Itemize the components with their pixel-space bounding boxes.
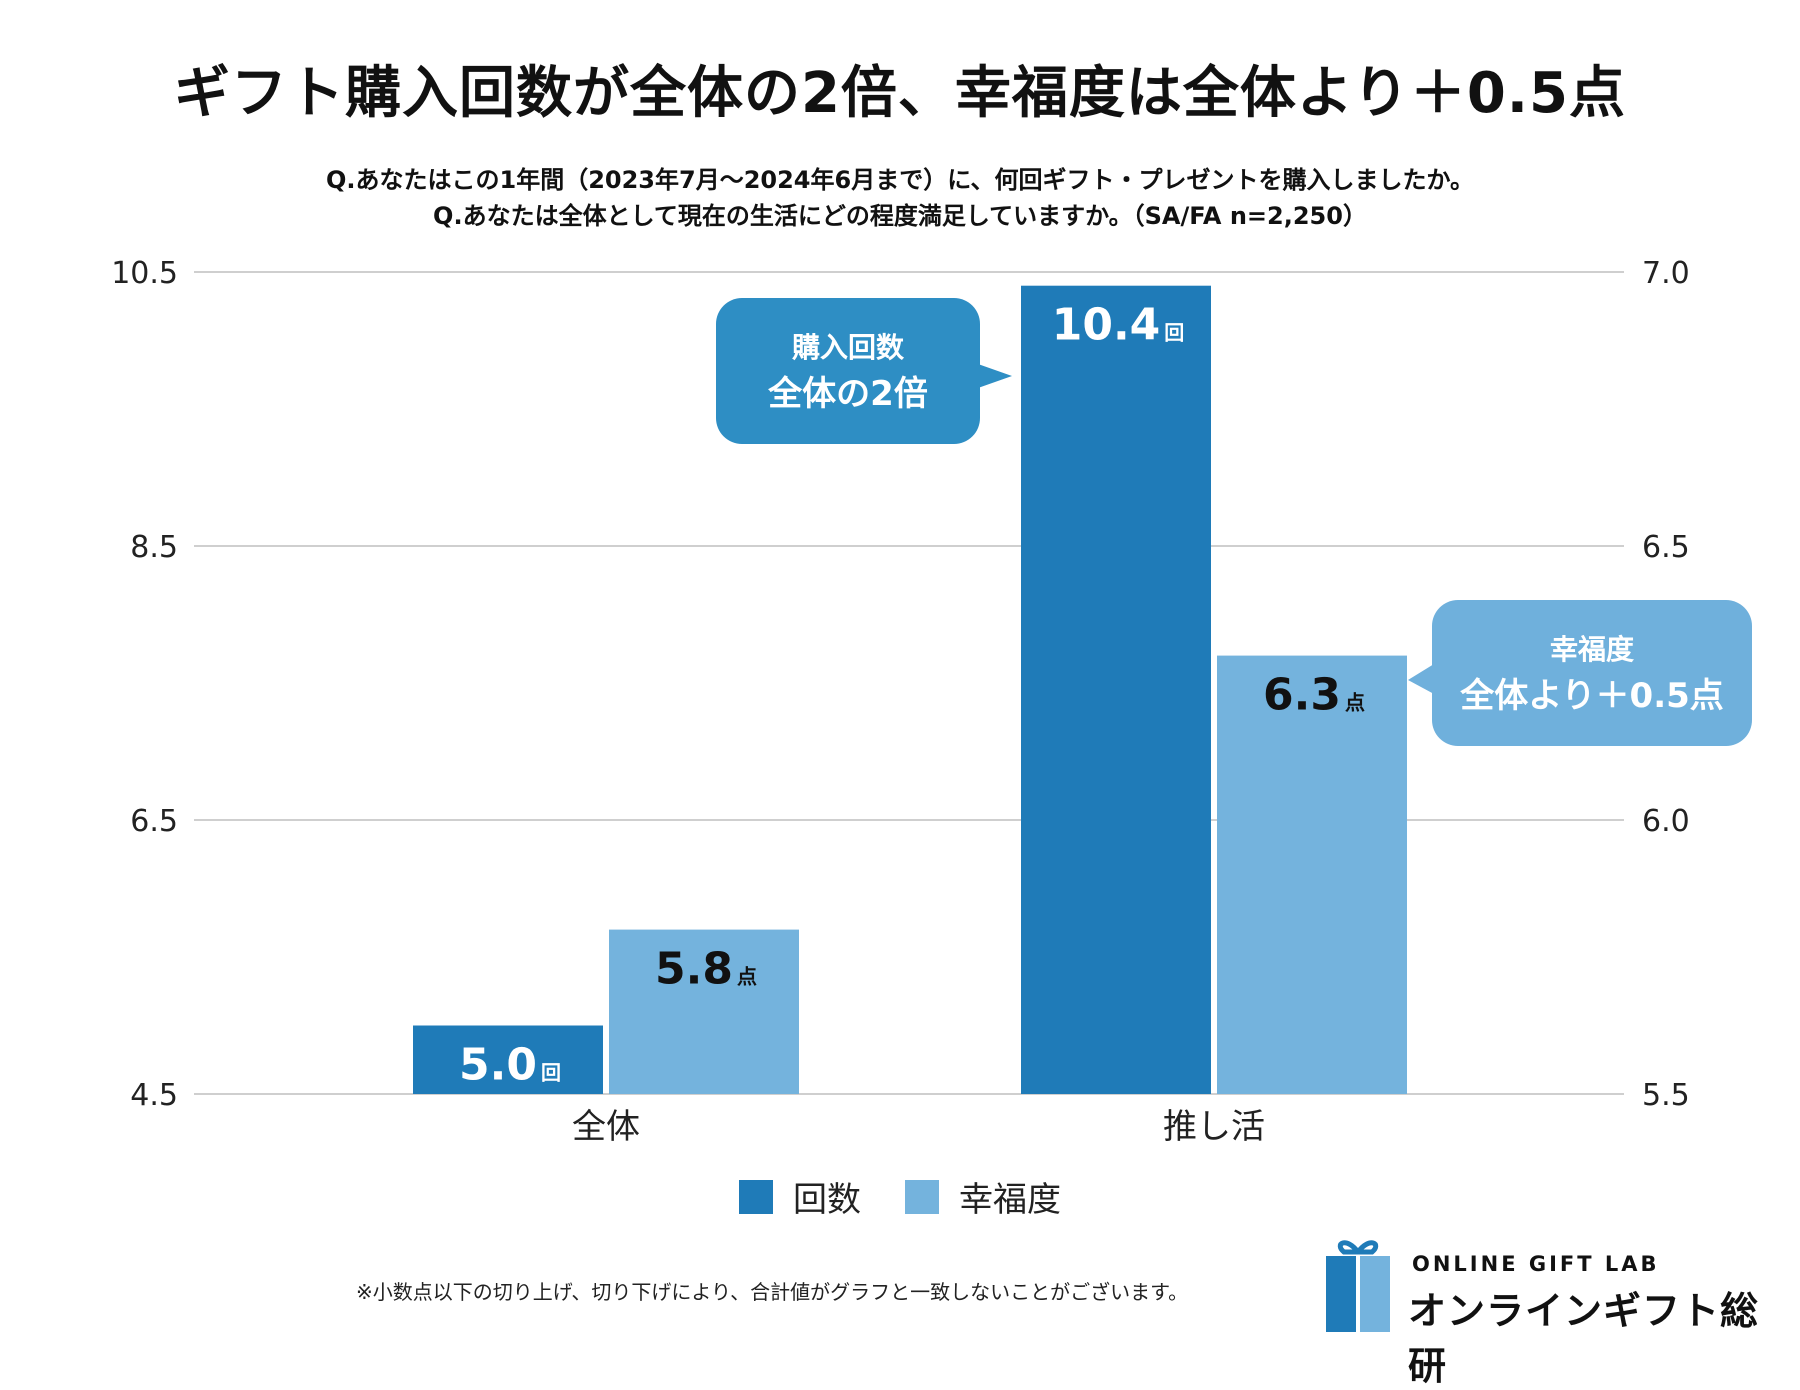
bar-count	[1021, 285, 1211, 1094]
callout-pointer	[1408, 664, 1434, 694]
y-left-tick-label: 8.5	[130, 530, 178, 565]
callout-happiness: 幸福度 全体より＋0.5点	[1432, 600, 1752, 746]
legend-item-count: 回数	[739, 1172, 861, 1221]
legend-label-happiness: 幸福度	[959, 1180, 1061, 1220]
logo-japanese: オンラインギフト総研	[1408, 1289, 1760, 1388]
bar-happiness	[609, 929, 799, 1094]
question-2: Q.あなたは全体として現在の生活にどの程度満足していますか。（SA/FA n=2…	[433, 202, 1367, 230]
x-category-label: 全体	[572, 1107, 640, 1147]
bar-count	[413, 1025, 603, 1094]
footnote: ※小数点以下の切り上げ、切り下げにより、合計値がグラフと一致しないことがございま…	[356, 1280, 1189, 1304]
logo-english: ONLINE GIFT LAB	[1412, 1252, 1660, 1276]
y-left-tick-label: 4.5	[130, 1078, 178, 1113]
data-label: 10.4 回	[1052, 300, 1185, 351]
data-label: 5.0 回	[459, 1040, 561, 1091]
legend: 回数 幸福度	[0, 1172, 1800, 1221]
callout-happiness-line2: 全体より＋0.5点	[1460, 676, 1724, 716]
callout-happiness-line1: 幸福度	[1549, 633, 1634, 666]
y-right-tick-label: 6.5	[1642, 530, 1690, 565]
y-left-tick-label: 6.5	[130, 804, 178, 839]
callout-purchase: 購入回数 全体の2倍	[716, 298, 980, 444]
legend-swatch-happiness	[905, 1179, 939, 1214]
legend-label-count: 回数	[793, 1180, 861, 1220]
bar-happiness	[1217, 655, 1407, 1094]
legend-swatch-count	[739, 1179, 773, 1214]
legend-item-happiness: 幸福度	[905, 1172, 1061, 1221]
logo: ONLINE GIFT LAB オンラインギフト総研	[1318, 1226, 1788, 1388]
gift-box-icon	[1326, 1240, 1390, 1332]
data-label: 6.3 点	[1263, 670, 1365, 721]
data-label: 5.8 点	[655, 944, 757, 995]
callout-purchase-line1: 購入回数	[791, 331, 904, 364]
y-right-tick-label: 7.0	[1642, 256, 1690, 291]
y-right-tick-label: 5.5	[1642, 1078, 1690, 1113]
question-1: Q.あなたはこの1年間（2023年7月～2024年6月まで）に、何回ギフト・プレ…	[325, 166, 1474, 194]
x-category-label: 推し活	[1163, 1107, 1265, 1147]
chart-title: ギフト購入回数が全体の2倍、幸福度は全体より＋0.5点	[173, 61, 1627, 126]
y-right-tick-label: 6.0	[1642, 804, 1690, 839]
y-left-tick-label: 10.5	[111, 256, 178, 291]
callout-pointer	[978, 364, 1012, 388]
callout-purchase-line2: 全体の2倍	[768, 374, 928, 414]
